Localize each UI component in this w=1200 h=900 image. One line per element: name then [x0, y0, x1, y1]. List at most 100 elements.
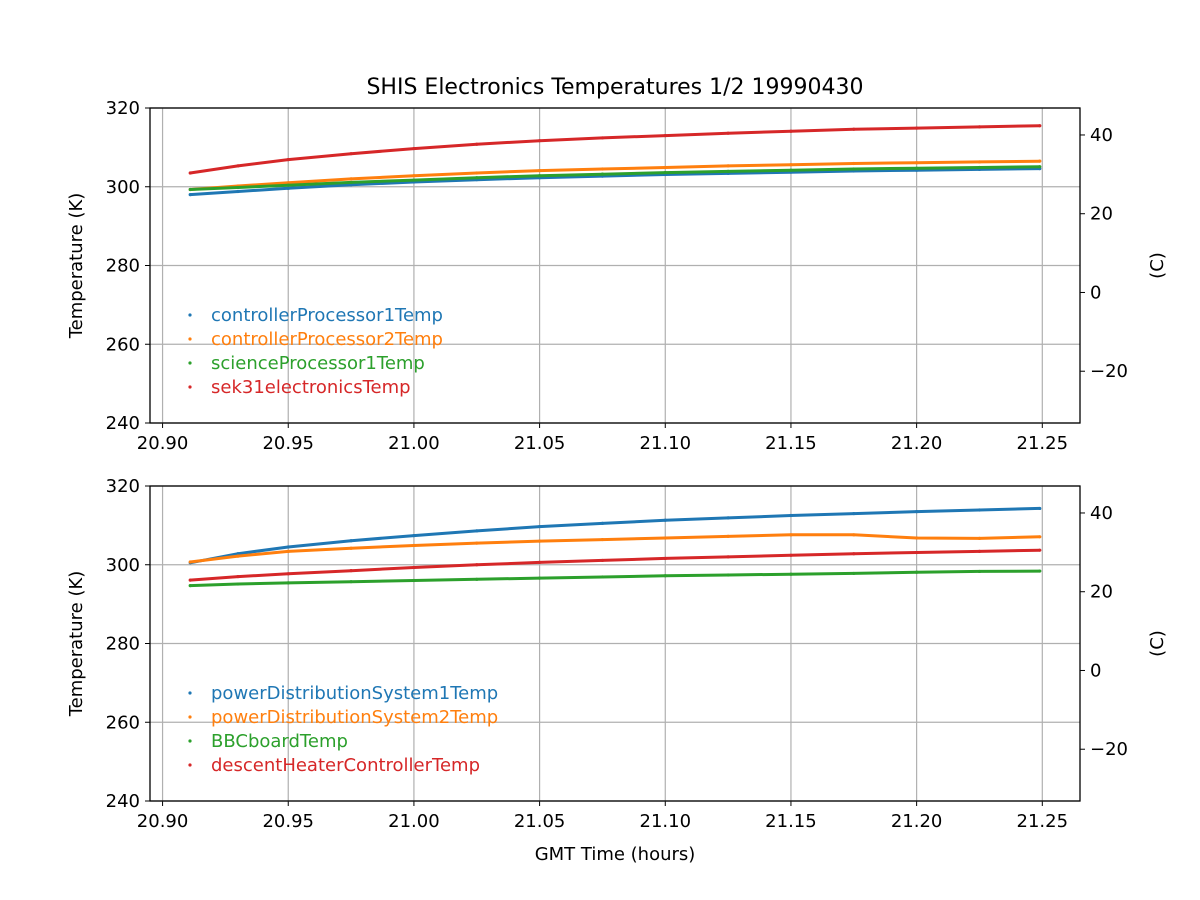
x-tick-label: 21.00 [388, 811, 440, 832]
x-tick-label: 20.90 [137, 433, 189, 454]
data-point [349, 580, 353, 584]
data-point [537, 169, 542, 173]
data-point [1038, 124, 1042, 128]
x-tick-label: 21.20 [891, 433, 943, 454]
legend-marker [188, 739, 192, 743]
legend-label: BBCboardTemp [211, 731, 348, 752]
legend-marker [188, 361, 192, 365]
x-tick-label: 21.05 [514, 433, 566, 454]
legend-marker [188, 337, 192, 341]
y2-tick-label: 0 [1090, 660, 1101, 681]
data-point [852, 161, 856, 166]
x-tick-label: 21.15 [765, 433, 817, 454]
legend-marker [188, 385, 192, 389]
data-point [977, 536, 982, 540]
data-point [286, 572, 290, 576]
data-point [663, 165, 667, 170]
data-point [663, 170, 667, 175]
data-point [726, 164, 730, 168]
data-point [977, 160, 982, 164]
data-point [852, 533, 856, 537]
data-point [789, 168, 793, 172]
data-point [600, 521, 605, 526]
data-point [349, 183, 353, 187]
y2-tick-label: 20 [1090, 204, 1113, 225]
legend-label: powerDistributionSystem1Temp [211, 683, 498, 704]
data-point [349, 180, 353, 185]
data-point [349, 177, 353, 181]
data-point [852, 127, 856, 131]
x-tick-label: 21.05 [514, 811, 566, 832]
legend-label: scienceProcessor1Temp [211, 353, 425, 374]
y-axis-label: Temperature (K) [66, 571, 87, 718]
data-point [537, 539, 542, 543]
data-point [1038, 569, 1042, 573]
data-point [1038, 159, 1042, 163]
y-tick-label: 300 [106, 177, 140, 198]
data-point [852, 511, 856, 516]
data-point [977, 549, 982, 553]
x-axis-label: GMT Time (hours) [535, 844, 696, 865]
x-tick-label: 21.20 [891, 811, 943, 832]
y-tick-label: 320 [106, 476, 140, 497]
data-point [726, 169, 730, 173]
data-point [915, 570, 919, 574]
data-point [412, 174, 416, 178]
x-tick-label: 21.10 [640, 811, 692, 832]
data-point [600, 537, 605, 542]
data-point [663, 518, 667, 522]
axes-frame [149, 107, 1081, 424]
legend-label: controllerProcessor1Temp [211, 305, 443, 326]
chart-panel-2: 20.90 20.95 21.00 21.05 21.10 21.15 21.20 21.25… [66, 476, 1168, 865]
data-point [475, 176, 479, 180]
y2-tick-label: −20 [1090, 361, 1128, 382]
data-point [188, 560, 192, 564]
x-tick-label: 21.10 [640, 433, 692, 454]
data-point [412, 578, 416, 583]
data-point [726, 573, 730, 577]
y2-tick-label: 0 [1090, 282, 1101, 303]
legend-label: sek31electronicsTemp [211, 377, 411, 398]
data-point [663, 536, 667, 540]
data-point [412, 565, 416, 570]
data-point [236, 164, 240, 168]
data-point [977, 125, 982, 129]
data-point [236, 582, 240, 586]
x-tick-label: 20.95 [262, 811, 314, 832]
y2-tick-label: 40 [1090, 125, 1113, 146]
data-point [663, 556, 667, 561]
y2-axis-label: (C) [1147, 630, 1168, 657]
data-point [286, 181, 290, 185]
data-point [537, 576, 542, 580]
y-tick-label: 280 [106, 634, 140, 655]
y-tick-label: 260 [106, 712, 140, 733]
y-tick-label: 240 [106, 413, 140, 434]
data-point [663, 133, 667, 138]
data-point [475, 142, 479, 146]
data-point [852, 167, 856, 171]
data-point [1038, 165, 1042, 169]
data-point [236, 554, 240, 558]
data-point [663, 574, 667, 578]
axes-frame [149, 485, 1081, 802]
data-point [349, 539, 353, 543]
y-tick-label: 300 [106, 555, 140, 576]
data-point [915, 536, 919, 540]
data-point [236, 574, 240, 579]
data-point [188, 171, 192, 175]
data-point [188, 187, 192, 192]
data-point [852, 552, 856, 556]
data-point [789, 513, 793, 518]
data-point [286, 157, 290, 162]
data-point [915, 161, 919, 165]
data-point [236, 185, 240, 190]
y2-tick-label: 20 [1090, 582, 1113, 603]
data-point [977, 508, 982, 512]
x-tick-label: 21.25 [1017, 433, 1069, 454]
data-point [286, 183, 290, 187]
panels: 20.90 20.95 21.00 21.05 21.10 21.15 21.20 21.25… [66, 98, 1168, 865]
data-point [852, 571, 856, 576]
data-point [977, 165, 982, 170]
data-point [600, 172, 605, 176]
